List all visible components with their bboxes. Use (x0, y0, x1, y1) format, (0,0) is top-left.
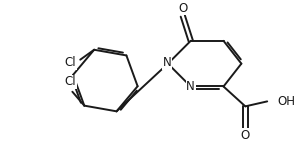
Text: N: N (163, 56, 171, 69)
Text: N: N (186, 80, 195, 93)
Text: Cl: Cl (64, 56, 76, 69)
Text: OH: OH (277, 95, 295, 108)
Text: Cl: Cl (65, 75, 76, 88)
Text: O: O (241, 129, 250, 142)
Text: O: O (178, 2, 188, 15)
